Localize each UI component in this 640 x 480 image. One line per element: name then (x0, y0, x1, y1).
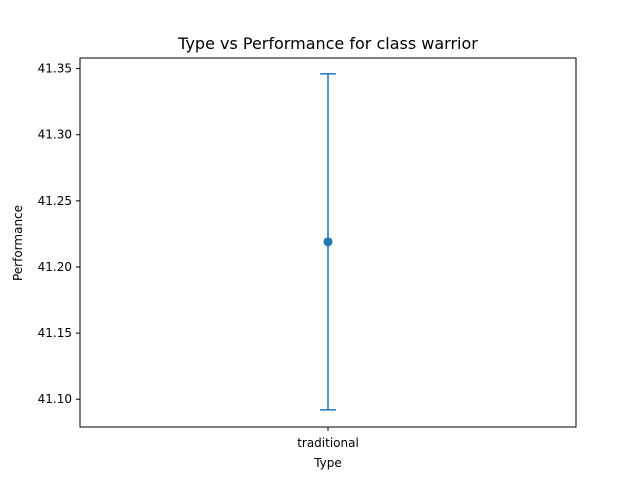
plot-area-frame (79, 57, 577, 428)
y-axis-ticks: 41.10 41.15 41.20 41.25 41.30 41.35 (38, 62, 80, 406)
chart-title: Type vs Performance for class warrior (177, 34, 478, 53)
x-axis-ticks: traditional (297, 427, 359, 450)
y-tick-label: 41.35 (38, 62, 72, 76)
y-tick-label: 41.15 (38, 326, 72, 340)
data-point (323, 237, 333, 247)
y-tick-label: 41.20 (38, 260, 72, 274)
x-axis-label: Type (313, 456, 342, 470)
y-tick-label: 41.10 (38, 392, 72, 406)
plot-marks (320, 73, 336, 411)
y-tick-label: 41.25 (38, 194, 72, 208)
y-tick-label: 41.30 (38, 128, 72, 142)
y-axis-label: Performance (11, 205, 25, 281)
x-tick-label: traditional (297, 436, 359, 450)
